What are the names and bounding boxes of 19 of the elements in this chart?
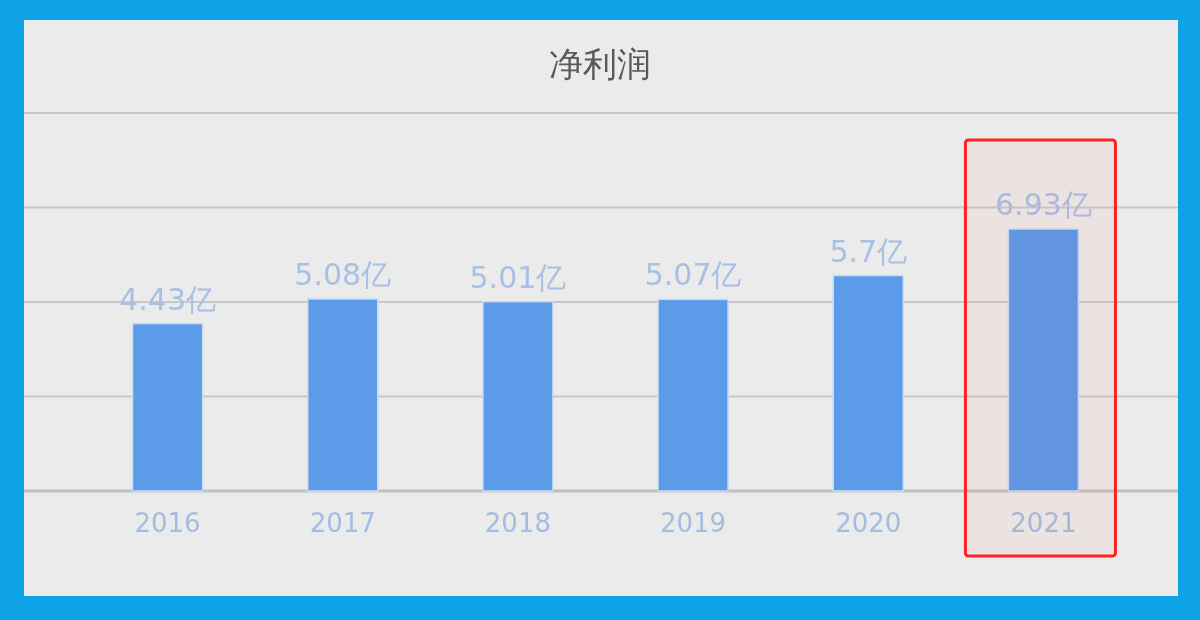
data-label: 4.43亿 [119, 281, 216, 317]
x-tick-label: 2018 [484, 508, 551, 538]
x-tick-label: 2019 [660, 508, 727, 538]
x-tick-label: 2017 [309, 508, 376, 538]
bar [657, 298, 729, 492]
data-label: 6.93亿 [995, 187, 1092, 223]
bar [131, 322, 204, 492]
data-label: 5.07亿 [644, 257, 742, 293]
bar [482, 300, 554, 492]
x-tick-label: 2016 [134, 508, 201, 538]
bar [307, 298, 379, 492]
data-label: 5.01亿 [469, 259, 567, 295]
x-tick-label: 2021 [1010, 508, 1077, 538]
data-label: 5.7亿 [829, 233, 908, 269]
bar [1007, 228, 1080, 492]
data-label: 5.08亿 [294, 256, 392, 292]
chart-title: 净利润 [549, 44, 651, 84]
bar [832, 274, 904, 492]
x-tick-label: 2020 [835, 508, 902, 538]
